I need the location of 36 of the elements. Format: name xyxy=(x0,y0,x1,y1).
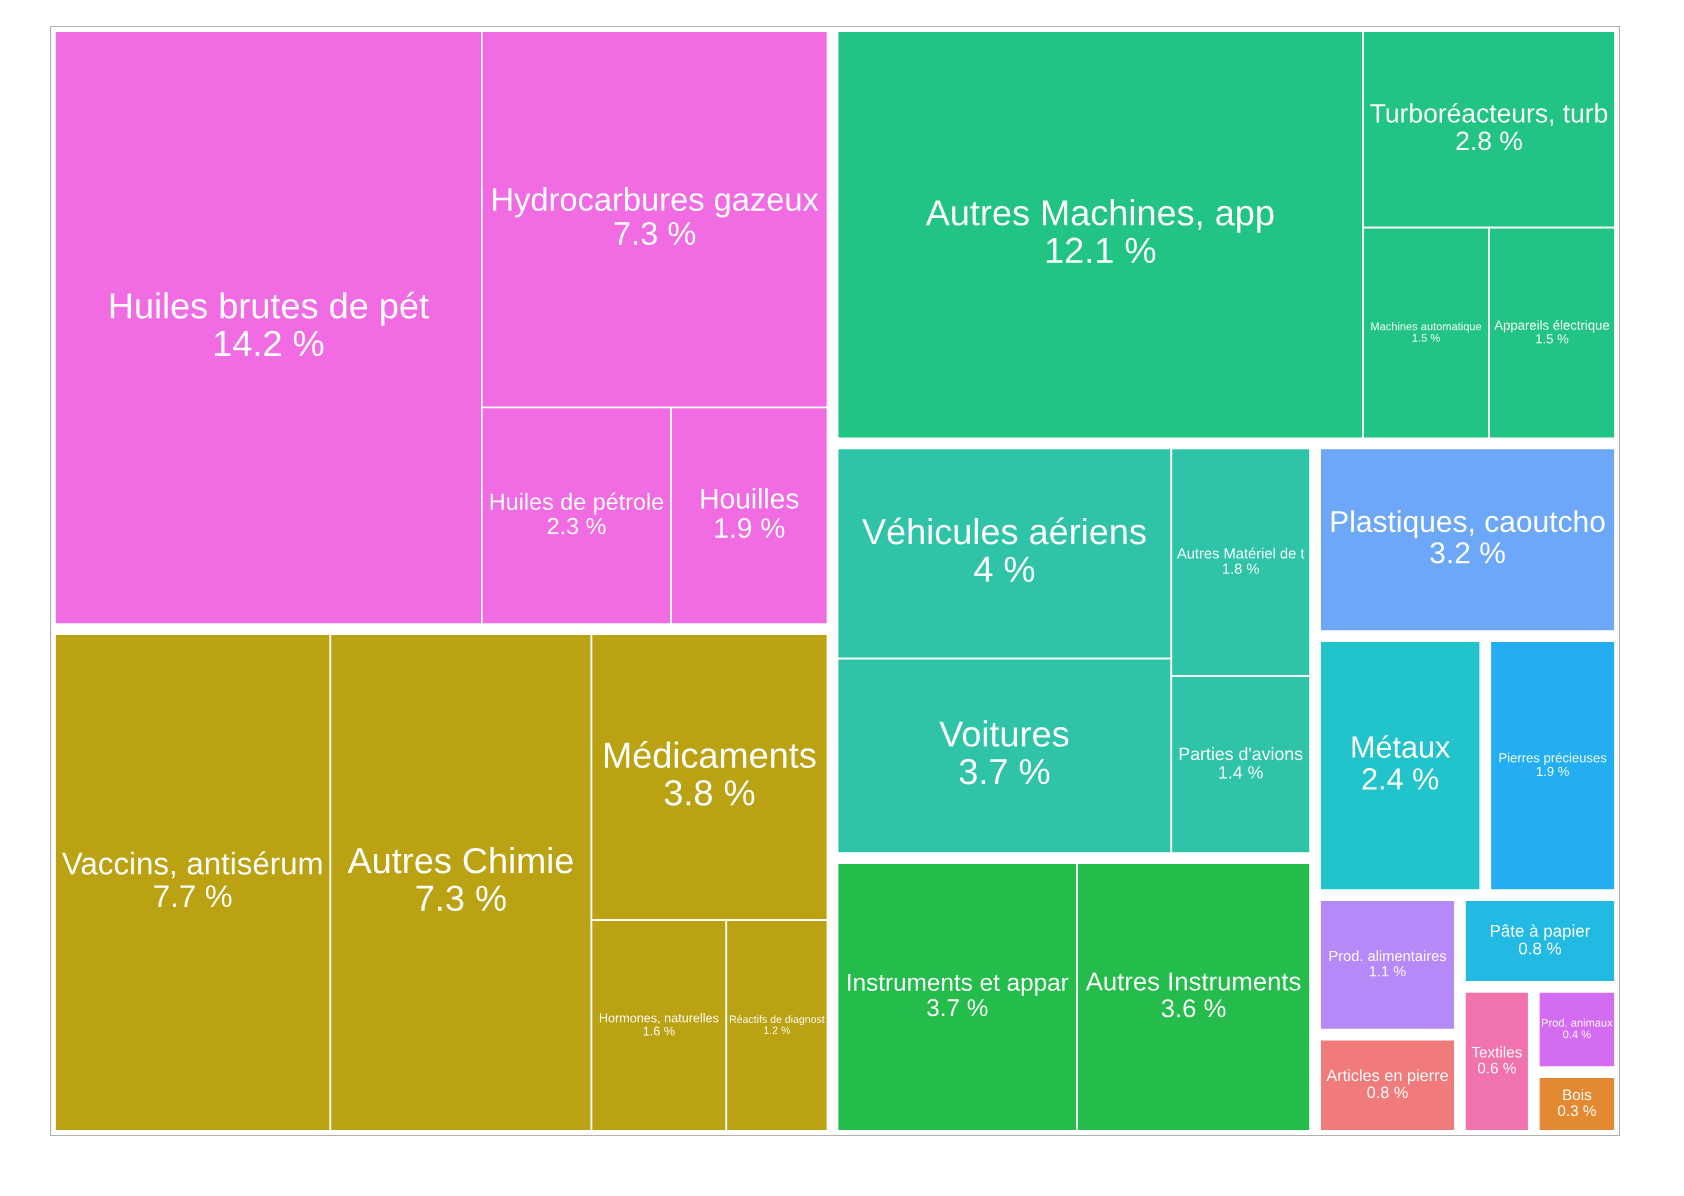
data-label: 3.8 % xyxy=(664,780,755,806)
category-label: Métaux xyxy=(1352,735,1450,758)
data-label: 3.6 % xyxy=(1161,999,1226,1018)
data-label: 0.8 % xyxy=(1367,1086,1408,1099)
data-label: 0.8 % xyxy=(1518,942,1562,955)
category-label: Hydrocarbures gazeux xyxy=(493,187,819,218)
data-label: 2.8 % xyxy=(1456,131,1522,151)
category-label: Médicaments xyxy=(605,741,816,769)
data-label: 7.7 % xyxy=(154,885,232,908)
category-label: Véhicules aériens xyxy=(862,517,1146,545)
category-label: Vaccins, antisérum xyxy=(62,851,322,879)
category-label: Autres Machines, app xyxy=(925,199,1274,233)
category-label: Autres Chimie xyxy=(347,846,573,874)
data-label: 14.2 % xyxy=(214,330,324,357)
category-label: Parties d'avions xyxy=(1179,747,1303,761)
data-label: 12.1 % xyxy=(1046,237,1156,264)
data-label: 7.3 % xyxy=(416,885,506,912)
data-label: 3.2 % xyxy=(1430,542,1505,564)
data-label: 2.4 % xyxy=(1362,768,1439,790)
category-label: Turboréacteurs, turb xyxy=(1370,102,1608,126)
category-label: Plastiques, caoutcho xyxy=(1331,510,1605,539)
data-label: 1.4 % xyxy=(1219,766,1263,779)
data-label: 7.3 % xyxy=(614,221,696,246)
category-label: Autres Instruments xyxy=(1085,972,1301,991)
data-label: 3.7 % xyxy=(959,758,1050,785)
category-label: Huiles brutes de pét xyxy=(110,291,429,326)
data-label: 4 % xyxy=(974,556,1035,582)
category-label: Articles en pierre xyxy=(1326,1069,1448,1085)
data-label: 1.9 % xyxy=(715,518,785,538)
category-label: Pâte à papier xyxy=(1490,924,1591,941)
category-label: Houilles xyxy=(701,487,799,509)
category-label: Huiles de pétrole xyxy=(490,492,664,515)
data-label: 3.7 % xyxy=(927,999,988,1017)
category-label: Instruments et appar xyxy=(848,974,1069,996)
category-label: Voitures xyxy=(939,720,1069,747)
data-label: 2.3 % xyxy=(547,517,606,535)
